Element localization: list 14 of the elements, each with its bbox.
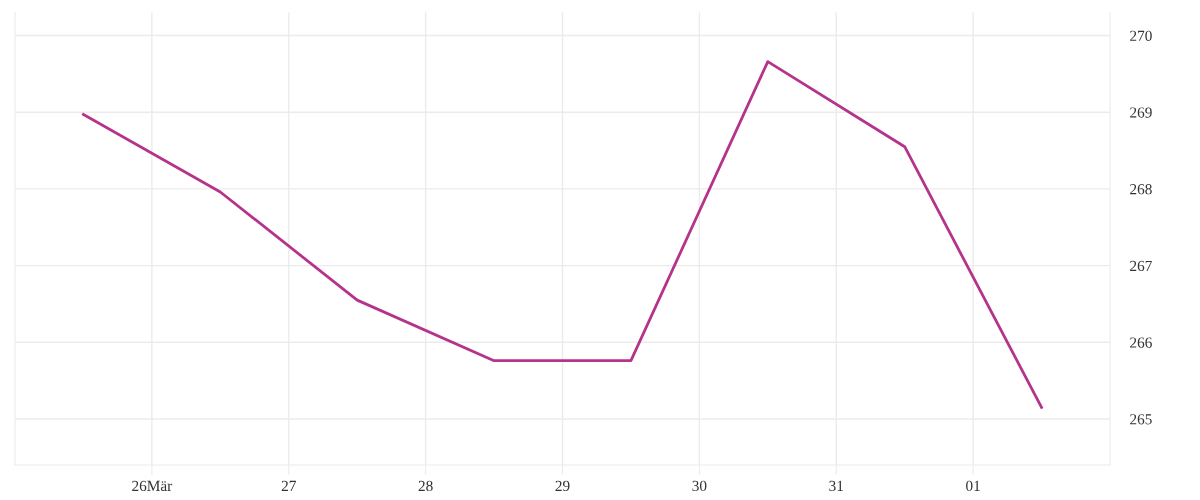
x-tick-label: 01 <box>966 480 980 492</box>
y-tick-label: 266 <box>1130 337 1152 348</box>
y-tick-label: 267 <box>1130 260 1152 272</box>
y-tick-label: 265 <box>1130 414 1152 425</box>
x-tick-label: 30 <box>692 480 707 492</box>
y-tick-label: 268 <box>1130 184 1152 195</box>
x-tick-label: 26Mär <box>132 480 173 492</box>
y-tick-label: 269 <box>1130 107 1152 118</box>
x-tick-label: 29 <box>555 480 570 492</box>
x-tick-label: 28 <box>418 480 433 492</box>
x-tick-label: 27 <box>281 480 296 491</box>
y-tick-label: 270 <box>1130 30 1152 41</box>
line-series <box>82 60 1043 409</box>
x-tick-label: 31 <box>829 480 843 492</box>
